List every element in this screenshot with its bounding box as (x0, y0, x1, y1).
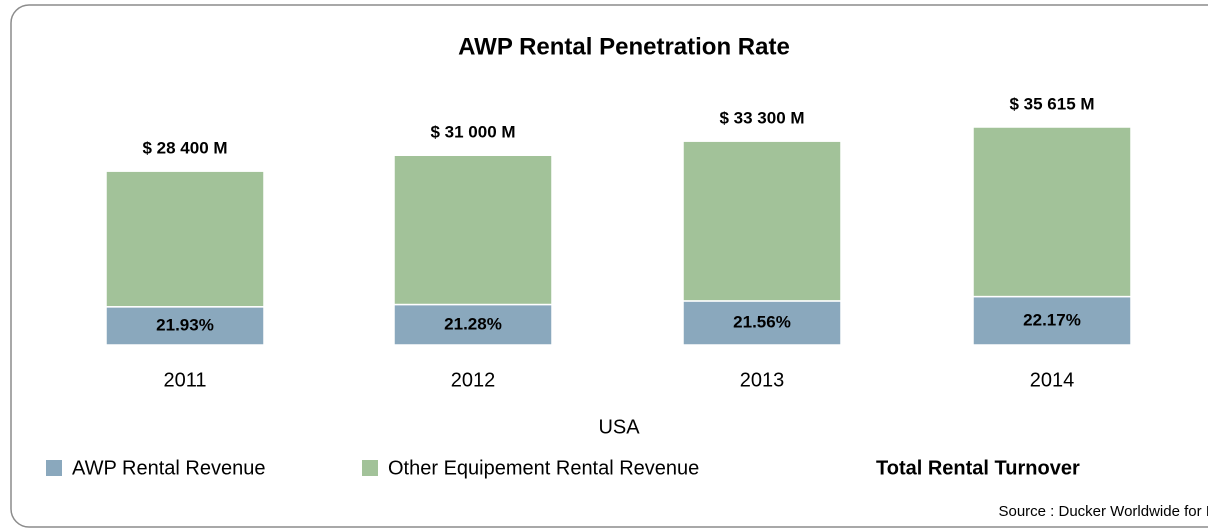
data-label: 21.28% (444, 314, 502, 333)
total-label: $ 28 400 M (142, 139, 227, 158)
bar-segment (972, 126, 1132, 298)
legend-swatch (362, 460, 378, 476)
total-label: $ 35 615 M (1009, 94, 1094, 113)
total-label: $ 31 000 M (430, 123, 515, 142)
bar-segment (105, 306, 265, 346)
bar-segment (972, 295, 1132, 346)
data-label: 21.93% (156, 315, 214, 334)
data-label: 21.56% (733, 313, 791, 332)
bar-segment (393, 154, 553, 306)
bar-segment (682, 300, 842, 346)
total-label: $ 33 300 M (719, 109, 804, 128)
legend-label: Other Equipement Rental Revenue (388, 457, 699, 479)
x-tick-label: 2012 (451, 369, 496, 391)
data-label: 22.17% (1023, 310, 1081, 329)
x-tick-label: 2014 (1030, 369, 1075, 391)
source-note: Source : Ducker Worldwide for IPAF (998, 503, 1208, 520)
legend-label: Total Rental Turnover (876, 457, 1080, 479)
chart-frame (10, 4, 1208, 528)
bar-segment (682, 140, 842, 302)
legend-swatch (46, 460, 62, 476)
x-axis-label: USA (598, 416, 640, 438)
bar-segment (105, 170, 265, 308)
chart-title: AWP Rental Penetration Rate (458, 33, 790, 60)
bar-segment (393, 303, 553, 346)
x-tick-label: 2011 (163, 369, 206, 391)
legend-label: AWP Rental Revenue (72, 457, 265, 479)
x-tick-label: 2013 (740, 369, 785, 391)
